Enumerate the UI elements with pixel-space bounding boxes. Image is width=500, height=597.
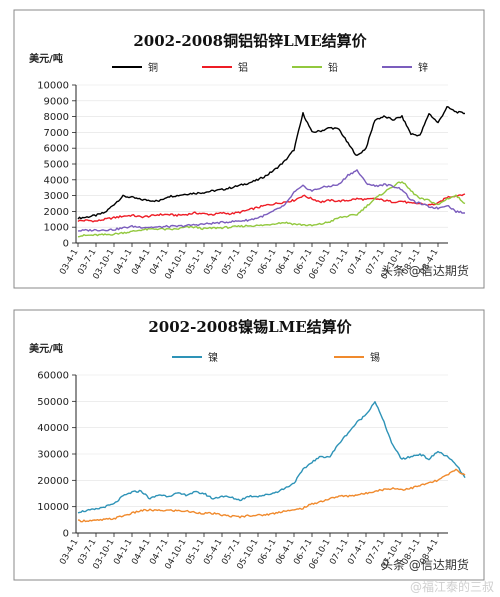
y-tick-label: 9000 — [44, 96, 69, 107]
y-axis-label: 美元/吨 — [29, 52, 63, 65]
y-tick-label: 5000 — [44, 160, 69, 171]
series-line-锡 — [77, 468, 466, 523]
y-tick-label: 6000 — [44, 144, 69, 155]
y-tick-label: 10000 — [37, 502, 69, 513]
chart-title: 2002-2008镍锡LME结算价 — [148, 318, 352, 336]
chart-panel-nickel-tin: 2002-2008镍锡LME结算价美元/吨镍 锡 0 10000 20000 30000 4… — [0, 300, 500, 597]
legend-label-1: 铜 — [148, 62, 158, 74]
chart-frame — [13, 9, 485, 289]
y-tick-label: 60000 — [37, 371, 69, 382]
chart-title: 2002-2008铜铝铅锌LME结算价 — [133, 32, 367, 50]
y-axis-label: 美元/吨 — [29, 342, 63, 355]
legend-label-3: 铅 — [328, 61, 338, 74]
series-line-镍 — [77, 401, 466, 514]
y-tick-label: 8000 — [44, 112, 69, 123]
chart-frame — [13, 309, 485, 581]
y-tick-label: 3000 — [44, 191, 69, 202]
y-tick-label: 7000 — [44, 128, 69, 139]
y-tick-label: 0 — [63, 239, 69, 250]
series-line-铅 — [77, 181, 466, 238]
series-line-锌 — [77, 169, 466, 232]
series-line-铝 — [77, 193, 466, 223]
chart-panel-copper-aluminum-lead-zinc: 2002-2008铜铝铅锌LME结算价美元/吨铜 铝 铅 锌 0 1000 2000 3000… — [13, 9, 485, 289]
y-tick-label: 0 — [63, 529, 69, 540]
watermark-weibo: @福江泰的三叔 — [410, 580, 495, 594]
y-tick-label: 4000 — [44, 175, 69, 186]
legend-label-2: 锡 — [370, 351, 380, 364]
legend-label-1: 镍 — [208, 351, 218, 364]
series-line-铜 — [77, 106, 466, 220]
legend-label-2: 铝 — [238, 62, 248, 74]
y-tick-label: 30000 — [37, 450, 69, 461]
watermark-bottom: 头条 @信达期货 — [381, 558, 469, 572]
y-tick-label: 2000 — [44, 207, 69, 218]
y-tick-label: 20000 — [37, 476, 69, 487]
legend-label-4: 锌 — [418, 61, 428, 74]
y-tick-label: 50000 — [37, 397, 69, 408]
y-tick-label: 10000 — [37, 81, 69, 92]
y-tick-label: 1000 — [44, 223, 69, 234]
watermark-top: 头条 @信达期货 — [381, 264, 469, 278]
y-tick-label: 40000 — [37, 423, 69, 434]
